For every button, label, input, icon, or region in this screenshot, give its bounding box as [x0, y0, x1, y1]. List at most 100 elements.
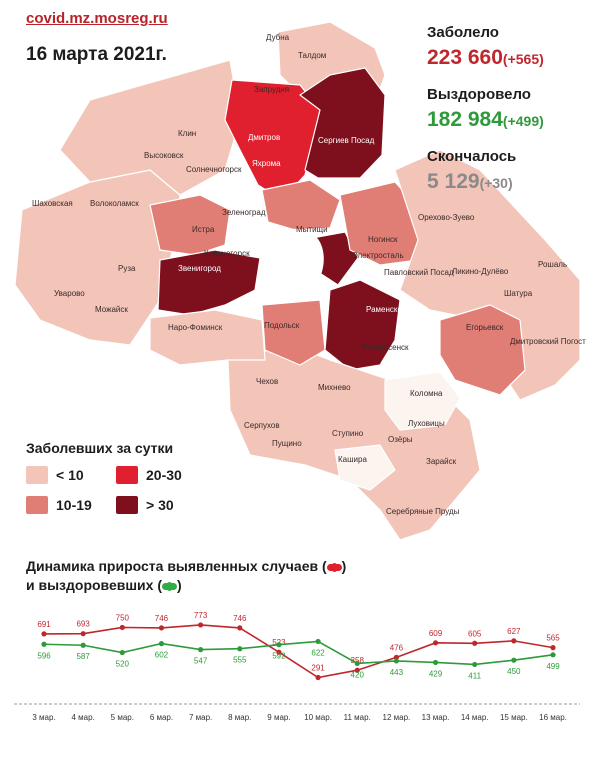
map-region-odintsovo	[157, 249, 261, 316]
x-tick-label: 15 мар.	[500, 713, 528, 722]
chart-title-line1-end: )	[341, 558, 347, 574]
cases-point	[198, 622, 204, 628]
recovered-legend-marker	[162, 581, 177, 591]
died-label: Скончалось	[427, 148, 517, 165]
cases-data-label: 746	[233, 614, 247, 623]
recovered-delta: (+499)	[502, 113, 544, 129]
map-label-12: Зеленоград	[222, 208, 266, 217]
map-label-38: Озёры	[388, 435, 413, 444]
legend-label-20-30: 20-30	[146, 467, 182, 483]
recovered-point	[119, 649, 125, 656]
recovered-data-label: 587	[76, 652, 90, 661]
x-tick-label: 12 мар.	[383, 713, 411, 722]
source-url[interactable]: covid.mz.mosreg.ru	[26, 10, 168, 27]
map-label-0: Талдом	[298, 51, 326, 60]
recovered-count: 182 984(+499)	[427, 108, 544, 132]
map-label-39: Зарайск	[426, 457, 457, 466]
x-tick-label: 4 мар.	[72, 713, 95, 722]
map-label-25: Можайск	[95, 305, 128, 314]
map-label-34: Серпухов	[244, 421, 280, 430]
legend-label-gt30: > 30	[146, 497, 174, 513]
recovered-data-label: 555	[233, 656, 247, 665]
map-label-10: Волоколамск	[90, 199, 139, 208]
cases-data-label: 750	[116, 613, 130, 622]
moscow-city	[261, 228, 324, 302]
cases-data-label: 773	[194, 611, 208, 620]
map-label-3: Дмитров	[248, 133, 280, 142]
legend-label-lt10: < 10	[56, 467, 84, 483]
map-label-15: Звенигород	[178, 264, 221, 273]
legend-title: Заболевших за сутки	[26, 440, 174, 456]
cases-data-label: 605	[468, 629, 482, 638]
chart-title-line2: и выздоровевших (	[26, 577, 162, 593]
x-tick-label: 7 мар.	[189, 713, 212, 722]
recovered-point	[158, 641, 165, 647]
map-region-ramenskoe	[324, 279, 401, 371]
cases-point	[119, 624, 125, 631]
map-label-8: Солнечногорск	[186, 165, 242, 174]
map-label-22: Рошаль	[538, 260, 567, 269]
cases-point	[80, 631, 86, 637]
cases-data-label: 565	[546, 634, 560, 643]
map-label-14: Руза	[118, 264, 136, 273]
map-region-klin	[59, 59, 241, 196]
died-delta: (+30)	[479, 175, 513, 191]
recovered-point	[198, 647, 204, 653]
sick-delta: (+565)	[502, 51, 544, 67]
x-tick-label: 16 мар.	[539, 713, 567, 722]
recovered-data-label: 520	[116, 660, 130, 669]
chart-title-line2-end: )	[177, 577, 182, 593]
recovered-data-label: 411	[468, 671, 481, 680]
map-region-istra	[149, 194, 231, 256]
map-label-17: Ногинск	[368, 235, 398, 244]
map-label-13: Мытищи	[296, 225, 328, 234]
map-label-19: Орехово-Зуево	[418, 213, 475, 222]
cases-point	[276, 649, 282, 655]
died-count: 5 129(+30)	[427, 170, 513, 194]
map-label-23: Шатура	[504, 289, 533, 298]
cases-point	[472, 640, 478, 646]
died-value: 5 129	[427, 170, 480, 193]
map-label-2: Запрудня	[254, 85, 289, 94]
cases-series-line	[43, 624, 554, 679]
map-label-4: Яхрома	[252, 159, 281, 168]
recovered-data-label: 596	[37, 651, 51, 660]
map-label-20: Павловский Посад	[384, 268, 454, 277]
recovered-data-label: 547	[194, 657, 208, 666]
map-label-29: Егорьевск	[466, 323, 504, 332]
cases-point	[237, 625, 243, 631]
x-tick-label: 6 мар.	[150, 713, 173, 722]
map-label-18: Электросталь	[352, 251, 404, 260]
cases-data-label: 609	[429, 629, 443, 638]
map-label-28: Воскресенск	[362, 343, 409, 352]
recovered-point	[276, 642, 282, 648]
recovered-point	[80, 642, 86, 648]
x-tick-label: 14 мар.	[461, 713, 489, 722]
map-label-1: Дубна	[266, 33, 290, 42]
map-region-east-pale	[394, 149, 581, 401]
map-label-33: Коломна	[410, 389, 443, 398]
map-label-7: Высоковск	[144, 151, 184, 160]
cases-data-label: 627	[507, 627, 521, 636]
x-tick-label: 3 мар.	[32, 713, 55, 722]
cases-point	[41, 631, 47, 637]
map-label-24: Уварово	[54, 289, 85, 298]
cases-data-label: 693	[76, 620, 90, 629]
recovered-point	[237, 646, 243, 652]
sick-value: 223 660	[427, 46, 503, 69]
map-region-egoryevsk	[439, 304, 526, 396]
map-label-41: Серебряные Пруды	[386, 507, 460, 516]
recovered-point	[315, 638, 321, 645]
cases-data-label: 746	[155, 614, 169, 623]
map-region-mytishchi	[261, 179, 341, 231]
map-label-30: Дмитровский Погост	[510, 337, 586, 346]
cases-point	[432, 640, 439, 646]
legend-swatch-20-30	[116, 466, 138, 484]
dynamics-line-chart: 6916937507467737465232913584766096056275…	[14, 611, 580, 722]
report-date: 16 марта 2021г.	[26, 44, 167, 65]
moscow-oblast-map: Талдом Дубна Запрудня Дмитров Яхрома Сер…	[14, 21, 586, 541]
map-label-16: Красногорск	[204, 249, 250, 258]
cases-point	[511, 638, 517, 644]
recovered-point	[354, 660, 360, 667]
map-region-kashira	[334, 444, 396, 491]
